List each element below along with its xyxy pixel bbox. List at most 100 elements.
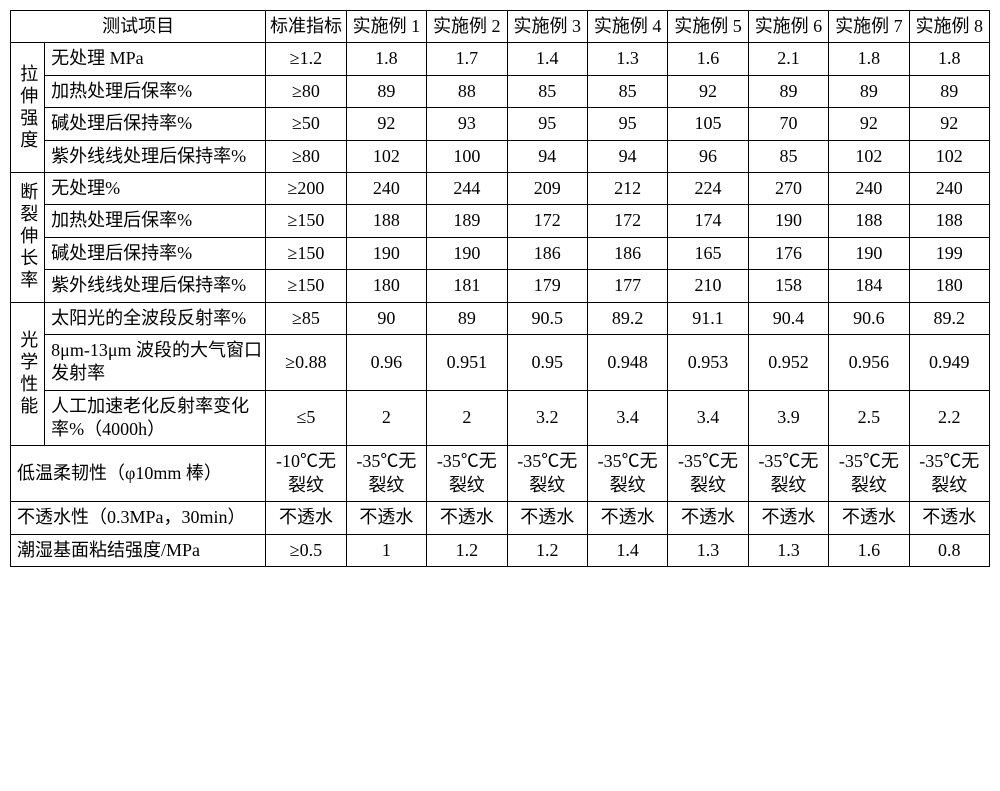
cell: ≥80 — [266, 75, 346, 107]
cell: 96 — [668, 140, 748, 172]
cell: 158 — [748, 270, 828, 302]
cell: 0.951 — [427, 334, 507, 390]
header-std: 标准指标 — [266, 11, 346, 43]
cell: ≥150 — [266, 205, 346, 237]
row-label: 太阳光的全波段反射率% — [45, 302, 266, 334]
cell: 89 — [829, 75, 909, 107]
cell: 209 — [507, 172, 587, 204]
row-label: 8μm-13μm 波段的大气窗口发射率 — [45, 334, 266, 390]
cell: 181 — [427, 270, 507, 302]
cell: 184 — [829, 270, 909, 302]
cell: 1.8 — [346, 43, 426, 75]
cell: ≥85 — [266, 302, 346, 334]
cell: 92 — [668, 75, 748, 107]
cell: 1.4 — [507, 43, 587, 75]
row-label-lowtemp: 低温柔韧性（φ10mm 棒） — [11, 446, 266, 502]
cell: 2.1 — [748, 43, 828, 75]
cell: 176 — [748, 237, 828, 269]
cell: ≤5 — [266, 390, 346, 446]
cell: 100 — [427, 140, 507, 172]
cell: ≥50 — [266, 108, 346, 140]
cell: 179 — [507, 270, 587, 302]
cell: 188 — [346, 205, 426, 237]
cell: 190 — [346, 237, 426, 269]
cell: 89 — [346, 75, 426, 107]
cell: 92 — [346, 108, 426, 140]
cell: 不透水 — [266, 502, 346, 534]
cell: 180 — [346, 270, 426, 302]
cell: 190 — [748, 205, 828, 237]
header-ex3: 实施例 3 — [507, 11, 587, 43]
cell: 3.4 — [587, 390, 667, 446]
cell: 172 — [507, 205, 587, 237]
cell: -35℃无裂纹 — [507, 446, 587, 502]
cell: 2 — [346, 390, 426, 446]
cell: 90.5 — [507, 302, 587, 334]
table-row: 加热处理后保率% ≥150 188189172172174190188188 — [11, 205, 990, 237]
header-ex8: 实施例 8 — [909, 11, 989, 43]
table-row: 低温柔韧性（φ10mm 棒） -10℃无裂纹 -35℃无裂纹-35℃无裂纹-35… — [11, 446, 990, 502]
cell: 188 — [829, 205, 909, 237]
cell: -35℃无裂纹 — [829, 446, 909, 502]
cell: 3.9 — [748, 390, 828, 446]
group-elong: 断裂伸长率 — [11, 172, 45, 302]
cell: 1.2 — [427, 534, 507, 566]
cell: 89.2 — [587, 302, 667, 334]
cell: 89 — [427, 302, 507, 334]
table-row: 紫外线线处理后保持率% ≥80 10210094949685102102 — [11, 140, 990, 172]
cell: 不透水 — [668, 502, 748, 534]
table-row: 拉伸强度 无处理 MPa ≥1.2 1.81.71.41.31.62.11.81… — [11, 43, 990, 75]
cell: 不透水 — [909, 502, 989, 534]
cell: ≥0.88 — [266, 334, 346, 390]
row-label-waterproof: 不透水性（0.3MPa，30min） — [11, 502, 266, 534]
cell: 92 — [829, 108, 909, 140]
cell: -10℃无裂纹 — [266, 446, 346, 502]
cell: ≥150 — [266, 237, 346, 269]
cell: 1.6 — [829, 534, 909, 566]
cell: 0.949 — [909, 334, 989, 390]
cell: 1.7 — [427, 43, 507, 75]
cell: 1.3 — [587, 43, 667, 75]
cell: 165 — [668, 237, 748, 269]
cell: 1.6 — [668, 43, 748, 75]
cell: 0.948 — [587, 334, 667, 390]
cell: 270 — [748, 172, 828, 204]
cell: 1.2 — [507, 534, 587, 566]
header-ex2: 实施例 2 — [427, 11, 507, 43]
table-row: 人工加速老化反射率变化率%（4000h） ≤5 223.23.43.43.92.… — [11, 390, 990, 446]
cell: 186 — [587, 237, 667, 269]
cell: 94 — [507, 140, 587, 172]
row-label: 紫外线线处理后保持率% — [45, 270, 266, 302]
header-test-item: 测试项目 — [11, 11, 266, 43]
cell: 不透水 — [427, 502, 507, 534]
cell: 85 — [507, 75, 587, 107]
cell: 89.2 — [909, 302, 989, 334]
table-row: 潮湿基面粘结强度/MPa ≥0.5 11.21.21.41.31.31.60.8 — [11, 534, 990, 566]
table-row: 碱处理后保持率% ≥50 92939595105709292 — [11, 108, 990, 140]
header-row: 测试项目 标准指标 实施例 1 实施例 2 实施例 3 实施例 4 实施例 5 … — [11, 11, 990, 43]
row-label-bondstrength: 潮湿基面粘结强度/MPa — [11, 534, 266, 566]
row-label: 加热处理后保率% — [45, 205, 266, 237]
cell: 0.956 — [829, 334, 909, 390]
cell: 90 — [346, 302, 426, 334]
cell: 0.8 — [909, 534, 989, 566]
row-label: 碱处理后保持率% — [45, 237, 266, 269]
cell: 189 — [427, 205, 507, 237]
cell: -35℃无裂纹 — [668, 446, 748, 502]
cell: 0.953 — [668, 334, 748, 390]
cell: 240 — [909, 172, 989, 204]
cell: 不透水 — [748, 502, 828, 534]
cell: 190 — [427, 237, 507, 269]
header-ex4: 实施例 4 — [587, 11, 667, 43]
cell: 240 — [346, 172, 426, 204]
cell: 240 — [829, 172, 909, 204]
cell: 0.952 — [748, 334, 828, 390]
cell: 188 — [909, 205, 989, 237]
table-row: 不透水性（0.3MPa，30min） 不透水 不透水不透水不透水不透水不透水不透… — [11, 502, 990, 534]
header-ex7: 实施例 7 — [829, 11, 909, 43]
cell: 85 — [748, 140, 828, 172]
table-row: 加热处理后保率% ≥80 8988858592898989 — [11, 75, 990, 107]
header-ex5: 实施例 5 — [668, 11, 748, 43]
cell: -35℃无裂纹 — [909, 446, 989, 502]
cell: 105 — [668, 108, 748, 140]
